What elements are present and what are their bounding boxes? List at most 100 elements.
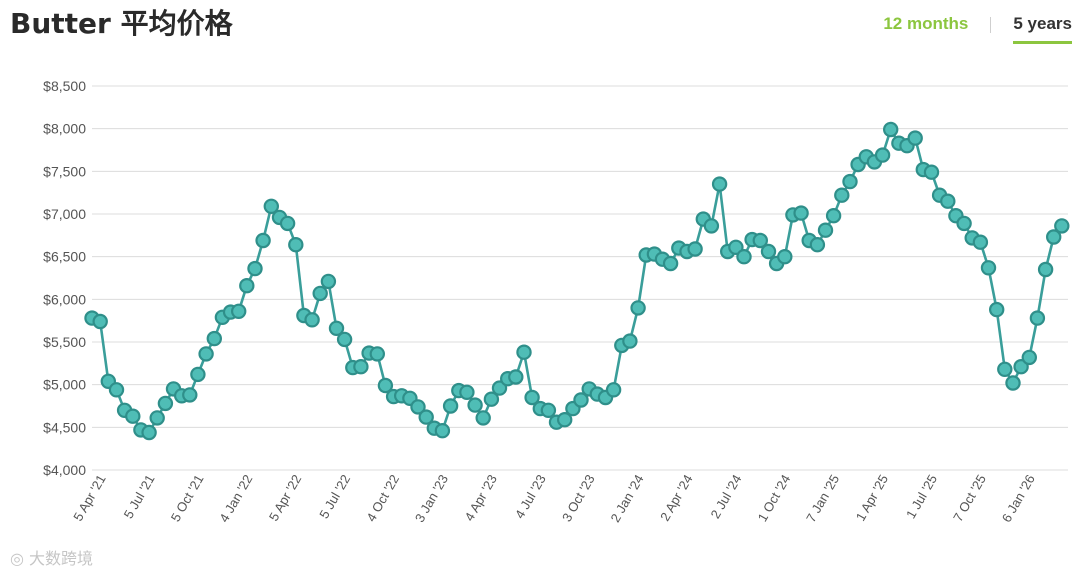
data-point[interactable]: [834, 187, 850, 203]
data-point[interactable]: [1005, 375, 1021, 391]
y-tick-label: $5,000: [43, 377, 86, 393]
data-point[interactable]: [483, 391, 500, 407]
data-point[interactable]: [491, 380, 508, 396]
data-point[interactable]: [687, 241, 703, 257]
data-point[interactable]: [190, 366, 206, 383]
data-point[interactable]: [459, 384, 475, 400]
x-tick-label: 7 Jan '25: [803, 472, 842, 525]
data-point[interactable]: [711, 176, 728, 192]
data-point[interactable]: [475, 410, 491, 426]
data-point[interactable]: [825, 207, 842, 224]
data-point[interactable]: [728, 239, 744, 255]
data-point[interactable]: [288, 236, 304, 253]
data-point[interactable]: [125, 408, 141, 424]
data-point[interactable]: [336, 331, 353, 348]
data-point[interactable]: [418, 409, 434, 425]
data-point[interactable]: [817, 222, 834, 238]
x-tick-label: 5 Jul '21: [121, 472, 158, 521]
y-tick-label: $6,500: [43, 249, 86, 265]
data-point[interactable]: [923, 164, 940, 180]
data-point[interactable]: [940, 193, 956, 209]
grid-lines: [92, 85, 1068, 471]
data-point[interactable]: [1037, 261, 1054, 278]
data-point[interactable]: [320, 273, 337, 290]
y-tick-label: $7,000: [43, 206, 86, 222]
data-point[interactable]: [312, 285, 328, 302]
x-tick-label: 4 Jul '23: [512, 472, 549, 521]
data-point[interactable]: [255, 232, 271, 249]
tab-separator: [990, 17, 992, 33]
data-point[interactable]: [980, 260, 997, 276]
data-point[interactable]: [149, 410, 165, 426]
x-tick-label: 4 Jan '22: [216, 472, 255, 525]
data-point[interactable]: [1021, 349, 1038, 366]
data-point[interactable]: [760, 243, 777, 260]
data-point[interactable]: [1054, 218, 1070, 234]
data-point[interactable]: [557, 412, 573, 428]
y-tick-label: $4,000: [43, 462, 86, 478]
data-point[interactable]: [279, 215, 296, 232]
tab-12-months[interactable]: 12 months: [883, 14, 969, 33]
data-point[interactable]: [793, 205, 809, 221]
data-point[interactable]: [369, 346, 385, 362]
data-point[interactable]: [92, 313, 108, 330]
data-point[interactable]: [182, 387, 198, 403]
data-point[interactable]: [989, 301, 1005, 318]
data-point[interactable]: [434, 423, 451, 439]
data-point[interactable]: [353, 359, 369, 375]
y-tick-label: $4,500: [43, 419, 86, 435]
data-point[interactable]: [239, 278, 255, 294]
data-point[interactable]: [874, 147, 891, 163]
x-tick-label: 4 Oct '22: [363, 472, 402, 524]
x-tick-label: 2 Jan '24: [607, 472, 646, 525]
data-point[interactable]: [573, 392, 589, 408]
data-point[interactable]: [230, 303, 247, 319]
data-point[interactable]: [1013, 359, 1029, 375]
data-point[interactable]: [508, 369, 524, 385]
data-point[interactable]: [141, 424, 157, 441]
data-point[interactable]: [809, 236, 826, 253]
y-tick-label: $8,500: [43, 78, 86, 94]
data-point[interactable]: [263, 198, 279, 214]
data-point[interactable]: [842, 173, 858, 190]
data-point[interactable]: [516, 344, 532, 360]
data-point[interactable]: [328, 320, 345, 336]
data-point[interactable]: [703, 218, 720, 234]
watermark: ◎ 大数跨境: [10, 549, 94, 568]
data-point[interactable]: [907, 130, 923, 146]
data-point[interactable]: [467, 397, 483, 413]
y-tick-label: $8,000: [43, 121, 86, 137]
data-point[interactable]: [752, 232, 769, 249]
data-point[interactable]: [956, 215, 972, 232]
data-point[interactable]: [883, 121, 899, 138]
data-point[interactable]: [1029, 310, 1046, 326]
data-point[interactable]: [206, 330, 222, 347]
data-point[interactable]: [410, 399, 426, 415]
data-point[interactable]: [442, 398, 459, 414]
data-point[interactable]: [247, 260, 263, 277]
data-point[interactable]: [1045, 229, 1062, 245]
data-point[interactable]: [198, 346, 214, 362]
data-point[interactable]: [662, 255, 679, 272]
data-point[interactable]: [630, 300, 646, 316]
data-point[interactable]: [972, 234, 989, 250]
x-tick-label: 2 Apr '24: [657, 472, 695, 524]
data-point[interactable]: [157, 395, 174, 412]
data-point[interactable]: [304, 312, 320, 328]
y-tick-label: $7,500: [43, 163, 86, 179]
data-point[interactable]: [997, 361, 1013, 377]
data-point[interactable]: [377, 377, 394, 394]
data-point[interactable]: [777, 249, 793, 265]
data-point[interactable]: [736, 249, 752, 265]
data-point[interactable]: [524, 389, 540, 406]
data-point[interactable]: [540, 402, 557, 418]
tab-5-years[interactable]: 5 years: [1013, 12, 1072, 44]
x-tick-label: 5 Jul '22: [316, 472, 353, 521]
x-tick-label: 5 Oct '21: [168, 472, 207, 524]
data-point[interactable]: [622, 333, 638, 349]
x-tick-label: 2 Jul '24: [707, 472, 744, 521]
data-point[interactable]: [108, 382, 125, 398]
data-point[interactable]: [605, 382, 622, 398]
x-tick-label: 3 Oct '23: [559, 472, 598, 524]
